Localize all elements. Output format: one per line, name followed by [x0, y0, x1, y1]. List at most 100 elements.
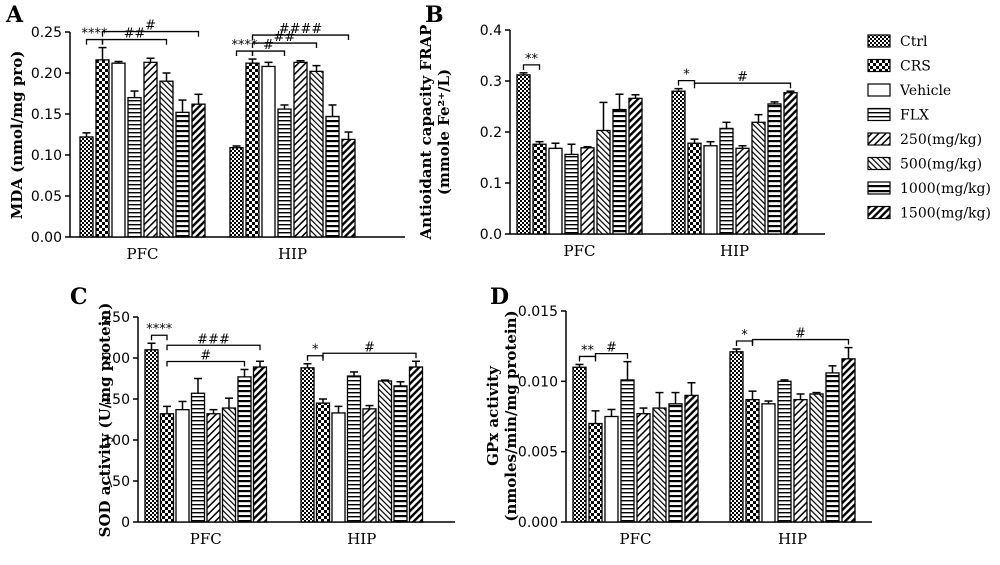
y-tick-label: 0.1 [480, 176, 502, 192]
bar [767, 103, 782, 235]
bar [572, 366, 587, 523]
panel-letter-c: C [70, 284, 88, 310]
bar [841, 358, 856, 523]
bar [127, 96, 142, 238]
y-tick-label: 100 [103, 433, 130, 449]
legend-swatch [867, 205, 891, 220]
significance-label: ## [124, 27, 146, 42]
bar [745, 398, 760, 523]
significance-label: * [741, 328, 748, 343]
y-tick-label: \50 [107, 474, 130, 490]
y-tick-label: 200 [103, 351, 130, 367]
bar [628, 97, 643, 235]
bar [159, 80, 174, 238]
significance-bracket [594, 352, 629, 359]
bar [408, 366, 424, 523]
y-tick-label: 0.000 [518, 515, 558, 531]
bar [293, 61, 308, 238]
significance-label: # [364, 340, 375, 355]
significance-label: # [145, 19, 156, 34]
legend-label: Ctrl [900, 34, 928, 50]
bar [331, 412, 346, 523]
y-tick-label: 0.20 [31, 66, 62, 82]
bar [159, 413, 175, 523]
bar [206, 413, 221, 523]
y-tick-label: 0.05 [31, 189, 62, 205]
legend-swatch [867, 58, 891, 73]
y-tick-label: 0.3 [480, 74, 502, 90]
category-label: PFC [620, 530, 652, 548]
y-tick-label: 0.010 [518, 374, 558, 390]
bar [548, 147, 563, 235]
category-label: HIP [347, 530, 376, 548]
y-tick-label: 0.015 [518, 304, 558, 320]
y-tick-label: 0.0 [480, 227, 502, 243]
bar [668, 403, 683, 523]
significance-label: # [737, 70, 748, 85]
significance-bracket [251, 50, 286, 57]
significance-bracket [251, 42, 318, 49]
y-axis-label: GPx activity(nmoles/min/mg protein) [484, 310, 520, 521]
legend-swatch [867, 34, 891, 48]
bar [751, 121, 766, 235]
bar [793, 398, 808, 523]
significance-label: # [606, 341, 617, 356]
significance-label: ** [525, 52, 539, 67]
significance-bracket [166, 344, 261, 351]
bar [604, 415, 619, 523]
category-label: HIP [720, 242, 749, 260]
bar [175, 409, 190, 523]
bar [532, 143, 547, 235]
category-label: HIP [778, 530, 807, 548]
bar [237, 376, 252, 523]
bar [377, 380, 393, 523]
significance-label: **** [146, 322, 173, 337]
bar [221, 407, 237, 523]
significance-label: ## [274, 30, 296, 45]
bar [393, 385, 408, 523]
bar [809, 393, 824, 523]
bar [362, 408, 377, 523]
bar [777, 380, 792, 523]
legend-label: FLX [900, 108, 929, 124]
bar [143, 61, 158, 238]
category-label: PFC [564, 242, 596, 260]
bar [261, 65, 276, 238]
bar [719, 127, 734, 235]
bar [315, 402, 331, 523]
bar [620, 379, 635, 523]
significance-label: #### [279, 22, 323, 37]
significance-label: * [683, 68, 690, 83]
significance-bracket [166, 360, 246, 367]
y-axis-label: Antioidant capacity FRAP(mmole Fe²⁺/L) [417, 25, 453, 241]
panel-letter-b: B [425, 2, 444, 28]
significance-bracket [693, 82, 792, 89]
bar [783, 92, 798, 235]
bar [516, 74, 531, 235]
y-axis-label: SOD activity (U/mg protein) [96, 303, 114, 538]
bar [111, 62, 126, 238]
significance-label: # [795, 327, 806, 342]
y-tick-label: 0 [121, 515, 130, 531]
bar [612, 108, 627, 235]
significance-bracket [101, 38, 168, 45]
legend-label: 250(mg/kg) [900, 132, 982, 148]
panel-letter-a: A [5, 2, 24, 28]
significance-bracket [751, 338, 850, 345]
legend-label: 1000(mg/kg) [900, 181, 991, 197]
y-tick-label: 0.25 [31, 25, 62, 41]
category-label: HIP [278, 245, 307, 263]
category-label: PFC [127, 245, 159, 263]
significance-bracket [322, 352, 417, 359]
y-tick-label: 0.005 [518, 445, 558, 461]
bar [191, 103, 206, 238]
bar [588, 422, 603, 523]
bar [309, 70, 324, 238]
bar [671, 90, 686, 235]
bar [95, 59, 110, 238]
significance-label: **** [232, 38, 259, 53]
legend-swatch [867, 83, 891, 97]
bar [190, 392, 206, 523]
